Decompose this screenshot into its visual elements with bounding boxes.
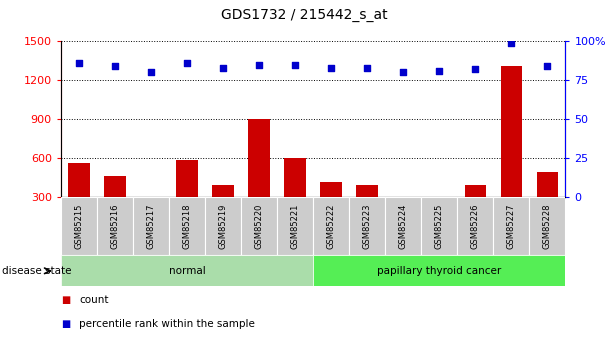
Bar [493,197,530,255]
Point [218,65,228,71]
Bar [176,160,198,235]
Text: percentile rank within the sample: percentile rank within the sample [79,319,255,329]
Bar [104,176,126,235]
Text: GSM85224: GSM85224 [399,203,408,249]
Point [362,65,372,71]
Bar [241,197,277,255]
Bar [537,172,558,235]
Text: ■: ■ [61,319,70,329]
Point [542,63,552,69]
Bar [349,197,385,255]
Bar [133,197,169,255]
Bar [68,163,89,235]
Bar [277,197,313,255]
Bar [97,197,133,255]
Text: GDS1732 / 215442_s_at: GDS1732 / 215442_s_at [221,8,387,22]
Text: GSM85228: GSM85228 [543,203,552,249]
Bar [61,255,313,286]
Point [74,60,84,66]
Bar [205,197,241,255]
Bar [169,197,205,255]
Bar [285,158,306,235]
Point [254,62,264,68]
Point [398,70,408,75]
Bar [500,66,522,235]
Text: GSM85218: GSM85218 [182,203,192,249]
Bar [421,197,457,255]
Point [182,60,192,66]
Bar [61,197,97,255]
Text: papillary thyroid cancer: papillary thyroid cancer [377,266,502,276]
Text: GSM85222: GSM85222 [326,203,336,249]
Bar [248,119,270,235]
Bar [530,197,565,255]
Point [435,68,444,73]
Bar [313,255,565,286]
Text: GSM85219: GSM85219 [218,203,227,249]
Text: GSM85221: GSM85221 [291,203,300,249]
Text: normal: normal [168,266,206,276]
Text: GSM85223: GSM85223 [363,203,371,249]
Bar [385,197,421,255]
Bar [356,185,378,235]
Text: GSM85226: GSM85226 [471,203,480,249]
Point [471,67,480,72]
Bar [313,197,349,255]
Point [146,70,156,75]
Bar [457,197,493,255]
Text: ■: ■ [61,295,70,305]
Point [506,40,516,46]
Text: disease state: disease state [2,266,71,276]
Bar [320,183,342,235]
Bar [429,198,450,235]
Bar [212,185,234,235]
Bar [465,185,486,235]
Bar [140,203,162,235]
Point [326,65,336,71]
Point [110,63,120,69]
Text: count: count [79,295,109,305]
Text: GSM85215: GSM85215 [74,203,83,249]
Bar [392,197,414,235]
Point [290,62,300,68]
Text: GSM85216: GSM85216 [111,203,119,249]
Text: GSM85227: GSM85227 [507,203,516,249]
Text: GSM85225: GSM85225 [435,203,444,249]
Text: GSM85217: GSM85217 [147,203,156,249]
Text: GSM85220: GSM85220 [255,203,263,249]
